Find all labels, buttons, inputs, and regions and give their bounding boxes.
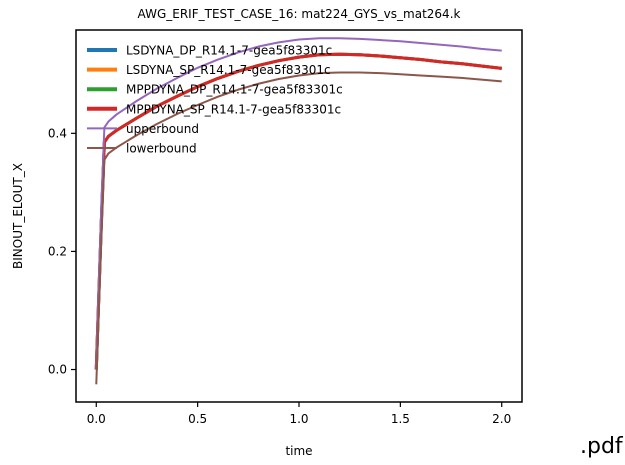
legend: LSDYNA_DP_R14.1-7-gea5f83301c LSDYNA_SP_R… — [87, 44, 343, 156]
legend-label-2: MPPDYNA_DP_R14.1-7-gea5f83301c — [126, 83, 343, 97]
y-tick-label: 0.2 — [48, 244, 67, 258]
y-axis-ticks: 0.0 0.2 0.4 — [48, 126, 76, 377]
series-line-3 — [94, 52, 502, 370]
x-axis-ticks: 0.0 0.5 1.0 1.5 2.0 — [87, 402, 511, 426]
legend-label-0: LSDYNA_DP_R14.1-7-gea5f83301c — [126, 44, 332, 58]
series-layer — [94, 37, 502, 385]
y-tick-label: 0.0 — [48, 363, 67, 377]
chart-title: AWG_ERIF_TEST_CASE_16: mat224_GYS_vs_mat… — [138, 7, 461, 21]
series-line-4 — [95, 37, 502, 370]
legend-label-3: MPPDYNA_SP_R14.1-7-gea5f83301c — [126, 102, 341, 116]
x-tick-label: 1.0 — [289, 412, 308, 426]
legend-label-1: LSDYNA_SP_R14.1-7-gea5f83301c — [126, 63, 331, 77]
series-line-5 — [95, 71, 502, 385]
y-tick-label: 0.4 — [48, 126, 67, 140]
y-axis-label: BINOUT_ELOUT_X — [11, 163, 25, 269]
x-tick-label: 0.5 — [188, 412, 207, 426]
legend-label-4: upperbound — [126, 122, 199, 136]
x-tick-label: 2.0 — [492, 412, 511, 426]
x-axis-label: time — [285, 444, 312, 458]
legend-label-5: lowerbound — [126, 142, 197, 156]
pdf-file-label: .pdf — [580, 434, 623, 459]
x-tick-label: 1.5 — [391, 412, 410, 426]
x-tick-label: 0.0 — [87, 412, 106, 426]
